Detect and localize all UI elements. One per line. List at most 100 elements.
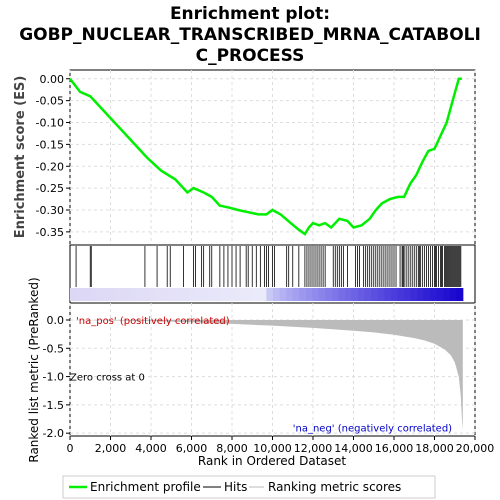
- x-tick-label: 14,000: [334, 442, 373, 455]
- heat-bar-segment: [436, 288, 444, 301]
- heat-bar-segment: [377, 288, 385, 301]
- heat-bar-segment: [358, 288, 366, 301]
- heat-bar-segment: [364, 288, 372, 301]
- heat-bar-segment: [161, 288, 169, 301]
- hits-panel: [69, 244, 476, 304]
- chart-title-line-2: GOBP_NUCLEAR_TRANSCRIBED_MRNA_CATABOLI: [19, 25, 481, 45]
- heat-bar-segment: [227, 288, 235, 301]
- x-axis-ticks: 0 2,000 4,000 6,000 8,000 10,000 12,000 14,000 1…: [67, 436, 495, 455]
- heat-bar-segment: [240, 288, 248, 301]
- heat-bar-segment: [449, 288, 457, 301]
- es-panel: 0.00-0.05-0.10-0.15-0.20-0.25-0.30-0.35 …: [13, 69, 476, 246]
- heat-bar-segment: [96, 288, 104, 301]
- heat-bar-segment: [299, 288, 307, 301]
- es-y-ticks: 0.00 -0.05 -0.10 -0.15 -0.20 -0.25 -0.30 -0.35: [36, 73, 70, 239]
- x-tick-label: 20,000: [456, 442, 495, 455]
- heat-bar-segment: [318, 288, 326, 301]
- heat-bar-segment: [456, 288, 464, 301]
- heat-bar-segment: [83, 288, 91, 301]
- heat-bar-segment: [115, 288, 123, 301]
- metric-y-ticks: 0.0 -0.5 -1.0 -1.5 -2.0: [43, 314, 70, 440]
- es-ytick-label: -0.10: [36, 117, 64, 130]
- es-ytick-label: 0.00: [40, 73, 65, 86]
- heat-bar-segment: [338, 288, 346, 301]
- chart-title-line-1: Enrichment plot:: [170, 4, 330, 24]
- legend: Enrichment profile Hits Ranking metric s…: [62, 475, 436, 499]
- heat-bar-segment: [384, 288, 392, 301]
- heat-bar-segment: [174, 288, 182, 301]
- heat-bar-segment: [148, 288, 156, 301]
- es-ylabel: Enrichment score (ES): [13, 76, 28, 239]
- es-grid: [69, 70, 476, 245]
- x-tick-label: 8,000: [216, 442, 248, 455]
- heat-bar-segment: [128, 288, 136, 301]
- heat-bar-segment: [207, 288, 215, 301]
- heat-bar-segment: [233, 288, 241, 301]
- heat-bar-segment: [76, 288, 84, 301]
- es-ytick-label: -0.15: [36, 138, 64, 151]
- heat-bar-segment: [279, 288, 287, 301]
- heat-bar-segment: [220, 288, 228, 301]
- heat-bar-segment: [443, 288, 451, 301]
- metric-annotation: 'na_neg' (negatively correlated): [293, 424, 452, 435]
- heat-bar-segment: [272, 288, 281, 301]
- metric-ytick-label: -1.5: [43, 399, 64, 412]
- heat-bar-segment: [410, 288, 418, 301]
- heat-bar-segment: [305, 288, 313, 301]
- metric-panel: 0.0 -0.5 -1.0 -1.5 -2.0 'na_pos' (positively…: [27, 277, 476, 463]
- heat-bar-segment: [292, 288, 300, 301]
- metric-annotations: 'na_pos' (positively correlated) Zero cro…: [70, 316, 452, 435]
- heat-bar-segment: [102, 288, 110, 301]
- enrichment-profile-line: [69, 77, 462, 236]
- metric-ytick-label: -1.0: [43, 371, 64, 384]
- heat-bar-segment: [417, 288, 425, 301]
- heat-bar-segment: [266, 288, 274, 301]
- x-tick-label: 16,000: [375, 442, 414, 455]
- x-tick-label: 2,000: [95, 442, 127, 455]
- heat-bar-segment: [390, 288, 398, 301]
- heat-bar-segment: [403, 288, 411, 301]
- x-tick-label: 10,000: [253, 442, 292, 455]
- heat-bar-segment: [246, 288, 254, 301]
- metric-grid: [69, 303, 476, 436]
- heat-bar-segment: [214, 288, 222, 301]
- heat-bar-segment: [430, 288, 438, 301]
- es-ytick-label: -0.30: [36, 204, 64, 217]
- heat-bar-segment: [122, 288, 130, 301]
- x-tick-label: 12,000: [294, 442, 333, 455]
- x-tick-label: 0: [67, 442, 74, 455]
- heat-bar-segment: [344, 288, 353, 301]
- heat-bar-segment: [351, 288, 359, 301]
- metric-ytick-label: 0.0: [47, 314, 65, 327]
- chart-title-line-3: C_PROCESS: [196, 46, 305, 66]
- metric-ytick-label: -2.0: [43, 427, 64, 440]
- ranking-metric-area: [70, 320, 463, 431]
- heat-bar-segment: [423, 288, 431, 301]
- heat-bar-segment: [135, 288, 143, 301]
- heat-bar-segment: [194, 288, 202, 301]
- heat-bar-segment: [253, 288, 261, 301]
- heat-bar-segment: [286, 288, 294, 301]
- legend-label-metric: Ranking metric scores: [268, 480, 401, 494]
- x-tick-label: 4,000: [135, 442, 167, 455]
- x-tick-label: 6,000: [176, 442, 208, 455]
- metric-annotation: 'na_pos' (positively correlated): [76, 316, 230, 327]
- heat-bar-segment: [89, 288, 97, 301]
- heat-bar-segment: [259, 288, 267, 301]
- legend-label-enrichment: Enrichment profile: [90, 480, 201, 494]
- es-ytick-label: -0.25: [36, 182, 64, 195]
- hit-lines: [75, 246, 462, 287]
- heat-bar-segment: [142, 288, 150, 301]
- heat-bar-segment: [168, 288, 176, 301]
- rank-heat-bar: [70, 288, 464, 301]
- heat-bar-segment: [312, 288, 320, 301]
- heat-bar-segment: [70, 288, 78, 301]
- heat-bar-segment: [331, 288, 339, 301]
- heat-bar-segment: [155, 288, 163, 301]
- heat-bar-segment: [181, 288, 189, 301]
- heat-bar-segment: [109, 288, 117, 301]
- es-ytick-label: -0.35: [36, 226, 64, 239]
- metric-ylabel: Ranked list metric (PreRanked): [27, 277, 41, 462]
